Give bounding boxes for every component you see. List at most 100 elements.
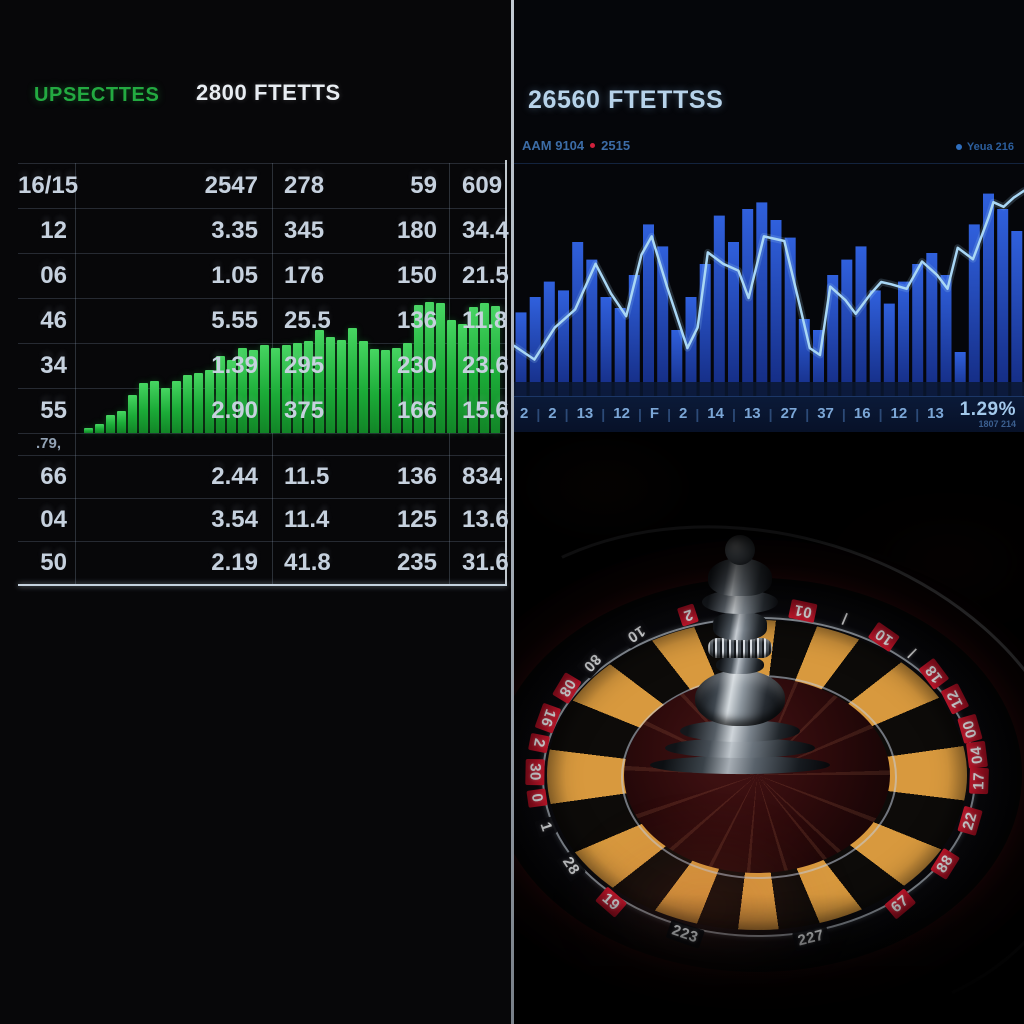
meta-left-label: AAM 9104 [522, 138, 585, 153]
legend-label: Yeua 216 [966, 141, 1014, 153]
green-bar [84, 428, 93, 433]
x-label-separator: | [601, 405, 606, 422]
green-bar [447, 320, 456, 433]
price-line [514, 189, 1024, 361]
green-bar [293, 343, 302, 433]
baseline-band [514, 382, 1024, 396]
x-axis-strip: 2 | 2 | 13 | 12 | F | 2 | 14 | 13 | 27 | 37 | 16 | 12 | 13 1.29%… [514, 396, 1024, 432]
table-row: 66 2.44 11.5 136 834 [18, 455, 507, 498]
red-dot-icon [590, 143, 596, 148]
x-label-separator: | [695, 405, 700, 422]
x-axis-label: 27 [780, 405, 798, 422]
table-cell: 609 [462, 171, 503, 199]
table-cell: 15.6 [462, 396, 509, 424]
green-bar [326, 337, 335, 433]
green-bar [414, 305, 423, 433]
green-bar [403, 343, 412, 433]
table-cell: 41.8 [284, 548, 331, 576]
green-bar [205, 370, 214, 433]
blue-bar [1011, 231, 1023, 396]
column-line [75, 163, 76, 584]
blue-bar [614, 308, 626, 396]
green-bar [260, 345, 269, 433]
green-bar [436, 303, 445, 433]
green-bar [271, 348, 280, 433]
table-cell: 5.55 [211, 306, 258, 334]
percent-subvalue: 1807 214 [978, 419, 1016, 429]
green-bar [392, 348, 401, 433]
table-cell: 176 [284, 261, 325, 289]
x-label-separator: | [768, 405, 773, 422]
x-axis-label: 13 [927, 405, 944, 422]
row-line [18, 541, 507, 542]
table-row: 50 2.19 41.8 235 31.6 [18, 541, 508, 584]
blue-bar [954, 352, 966, 396]
table-cell: 295 [284, 351, 325, 379]
row-line [18, 163, 507, 164]
blue-bar [798, 319, 810, 396]
table-cell: 2547 [204, 171, 258, 199]
green-bar [139, 383, 148, 433]
x-axis-label: 16 [853, 405, 871, 422]
green-bar [370, 349, 379, 433]
separator-label: .79, [36, 435, 62, 452]
floor-fade [514, 894, 1024, 1024]
table-cell: 06 [40, 261, 67, 289]
green-bar [359, 341, 368, 433]
roulette-scene: 01|10|1812000417228867227223192810302160… [514, 432, 1024, 1024]
stats-table: 16/15 2547 278 59 609 12 3.35 345 180 34.4 06 1.05 1… [18, 163, 509, 586]
table-cell: 23.6 [462, 351, 509, 379]
x-axis-label: F [649, 405, 660, 422]
table-edge-line [505, 160, 507, 584]
panel-split-line [511, 0, 514, 1024]
blue-bar [968, 224, 980, 396]
x-axis-label: 2 [520, 405, 529, 422]
table-row: 16/15 2547 278 59 609 [18, 163, 507, 208]
green-bar [194, 373, 203, 433]
green-bar [161, 388, 170, 433]
chart-top-border [514, 163, 1024, 164]
row-line [18, 298, 507, 299]
green-bar [381, 350, 390, 433]
table-cell: 278 [284, 171, 325, 199]
meta-value-label: 2515 [601, 138, 631, 153]
blue-dot-icon [955, 144, 962, 150]
green-bar [227, 360, 236, 433]
green-bar [458, 324, 467, 433]
blue-bar [728, 242, 739, 396]
green-bar [95, 424, 104, 433]
green-bar [315, 330, 324, 433]
table-cell: 34 [40, 351, 67, 379]
green-bar [425, 302, 434, 433]
green-bar [348, 328, 357, 433]
green-bar [172, 381, 181, 433]
blue-bar [713, 215, 725, 396]
green-bar [106, 415, 115, 433]
row-line [18, 498, 507, 499]
x-label-separator: | [878, 405, 883, 422]
green-bar [480, 303, 489, 433]
table-cell: 1.05 [211, 261, 258, 289]
blue-bar [841, 259, 853, 396]
table-cell: 2.44 [211, 462, 258, 490]
market-header-value: 26560 FTETTSS [528, 86, 724, 114]
blue-bar [685, 297, 697, 396]
x-label-separator: | [732, 405, 736, 422]
x-label-separator: | [637, 405, 642, 422]
table-cell: 834 [462, 462, 503, 490]
chart-footer: 1.29% 1807 214 [960, 399, 1016, 429]
green-bar [469, 307, 478, 433]
blue-bar [657, 246, 669, 396]
green-bar [183, 375, 192, 433]
x-axis-label: 12 [613, 405, 630, 422]
x-label-separator: | [667, 405, 671, 422]
green-bar [128, 395, 137, 433]
table-cell: 2.90 [211, 396, 258, 424]
table-cell: 125 [396, 505, 437, 533]
x-axis-label: 2 [548, 405, 557, 422]
table-cell: 50 [40, 548, 67, 576]
table-cell: 12 [40, 216, 67, 244]
market-meta: AAM 9104 2515 [522, 138, 630, 153]
blue-bar [742, 209, 754, 396]
green-bar [238, 348, 247, 433]
